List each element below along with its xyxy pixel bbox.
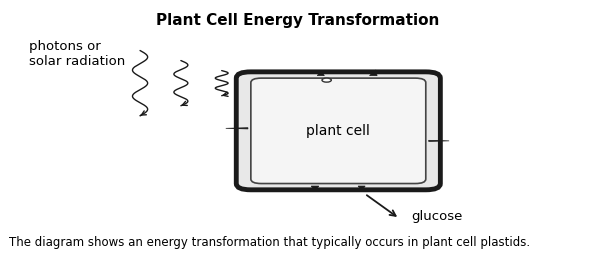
Text: plant cell: plant cell bbox=[306, 124, 370, 138]
Text: photons or
solar radiation: photons or solar radiation bbox=[29, 41, 126, 68]
Polygon shape bbox=[226, 128, 248, 129]
Polygon shape bbox=[428, 140, 449, 142]
FancyBboxPatch shape bbox=[251, 78, 426, 183]
Polygon shape bbox=[317, 70, 324, 76]
Text: glucose: glucose bbox=[411, 210, 462, 223]
Circle shape bbox=[322, 78, 331, 82]
Polygon shape bbox=[311, 186, 319, 191]
Polygon shape bbox=[369, 70, 377, 76]
Text: The diagram shows an energy transformation that typically occurs in plant cell p: The diagram shows an energy transformati… bbox=[9, 236, 530, 249]
FancyBboxPatch shape bbox=[236, 72, 440, 190]
Text: Plant Cell Energy Transformation: Plant Cell Energy Transformation bbox=[156, 13, 439, 28]
Polygon shape bbox=[358, 186, 365, 191]
